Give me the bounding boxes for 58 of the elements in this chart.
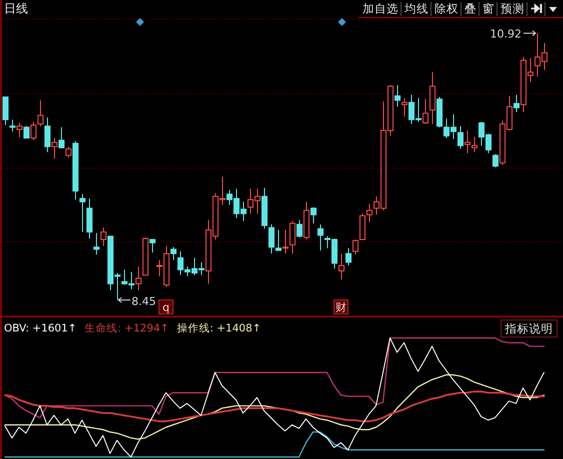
candlestick <box>296 220 303 238</box>
text: 均线 <box>404 2 428 16</box>
candlestick <box>86 198 93 239</box>
candlestick <box>51 138 58 160</box>
candlestick <box>422 98 429 124</box>
candlestick <box>58 126 65 148</box>
candlestick <box>513 94 520 113</box>
candlestick <box>436 96 443 128</box>
candlestick <box>30 121 37 141</box>
text: 除权 <box>434 2 458 16</box>
candlestick <box>303 201 310 240</box>
candlestick <box>93 232 100 256</box>
candlestick <box>9 119 16 132</box>
text: 操作线: +1408↑ <box>176 322 262 334</box>
candlestick <box>23 126 30 139</box>
candlestick <box>492 154 499 168</box>
text: 8.45 <box>132 295 156 308</box>
candlestick <box>149 239 156 253</box>
candlestick <box>37 100 44 127</box>
candlestick <box>464 130 471 154</box>
candlestick <box>345 248 352 266</box>
candlestick <box>352 239 359 256</box>
candlestick <box>275 229 282 251</box>
candlestick <box>359 213 366 240</box>
text: OBV: +1601↑ <box>4 322 77 334</box>
text: q <box>162 301 170 314</box>
text: 加自选 <box>362 2 398 16</box>
candlestick <box>268 224 275 254</box>
text: 预测 <box>500 2 524 16</box>
text: 叠 <box>464 2 476 16</box>
candlestick <box>429 72 436 124</box>
text: 财 <box>336 301 346 314</box>
candlestick <box>338 253 345 280</box>
candlestick <box>16 122 23 138</box>
text: 窗 <box>482 2 494 16</box>
candlestick <box>366 203 373 223</box>
candlestick <box>261 187 268 230</box>
candlestick <box>72 140 79 200</box>
candlestick <box>2 96 9 126</box>
text: 指标说明 <box>504 322 553 336</box>
candlestick <box>79 194 86 232</box>
candlestick <box>394 84 401 108</box>
candlestick <box>317 224 324 251</box>
candlestick <box>100 227 107 247</box>
candlestick <box>310 206 317 224</box>
candlestick <box>457 126 464 150</box>
candlestick <box>471 136 478 153</box>
candlestick <box>401 98 408 117</box>
candlestick <box>142 236 149 276</box>
candlestick <box>289 220 296 254</box>
candlestick <box>170 246 177 261</box>
chart-title: 日线 <box>4 2 28 16</box>
candlestick <box>44 117 51 153</box>
candlestick <box>135 266 142 291</box>
candlestick <box>65 146 72 158</box>
candlestick <box>282 229 289 254</box>
text: 生命线: +1294↑ <box>84 322 169 334</box>
text: 10.92 <box>490 27 522 40</box>
